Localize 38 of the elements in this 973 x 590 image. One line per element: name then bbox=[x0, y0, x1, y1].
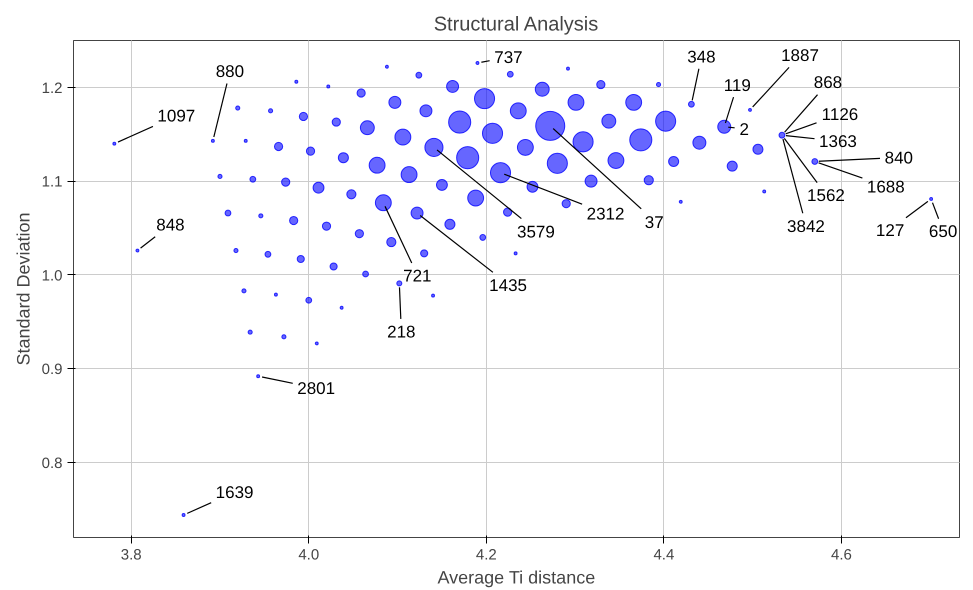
annotation: 127 bbox=[876, 220, 904, 240]
annotation: 1363 bbox=[819, 132, 857, 152]
annotation: 3579 bbox=[517, 222, 555, 242]
annotation: 848 bbox=[156, 216, 185, 235]
annotation: 1126 bbox=[822, 105, 858, 124]
annotation: 868 bbox=[814, 73, 842, 92]
annotation: 880 bbox=[216, 62, 244, 81]
annotation: 1639 bbox=[216, 482, 254, 502]
y-tick-label: 0.8 bbox=[42, 454, 63, 472]
annotation: 119 bbox=[724, 76, 751, 95]
annotation: 721 bbox=[403, 266, 432, 286]
x-axis-title: Average Ti distance bbox=[437, 568, 596, 588]
chart-title: Structural Analysis bbox=[434, 14, 598, 36]
x-tick-label: 4.2 bbox=[476, 546, 497, 564]
x-tick-label: 4.6 bbox=[831, 546, 852, 564]
annotation: 737 bbox=[494, 48, 523, 68]
annotation: 37 bbox=[644, 212, 664, 232]
annotation: 650 bbox=[928, 222, 958, 241]
x-tick-label: 3.8 bbox=[120, 546, 142, 564]
annotation: 1435 bbox=[489, 276, 527, 296]
annotation: 2 bbox=[740, 120, 749, 139]
annotation: 840 bbox=[884, 148, 913, 168]
annotation: 2801 bbox=[297, 379, 336, 398]
y-axis-title: Standard Deviation bbox=[14, 212, 34, 366]
y-tick-label: 0.9 bbox=[42, 361, 63, 378]
x-tick-label: 4.4 bbox=[653, 546, 674, 564]
y-tick-label: 1.1 bbox=[42, 174, 63, 191]
annotation: 1097 bbox=[157, 106, 196, 126]
y-tick-label: 1.2 bbox=[42, 80, 63, 97]
annotation: 2312 bbox=[586, 204, 624, 224]
annotation: 3842 bbox=[787, 217, 825, 236]
y-tick-label: 1.0 bbox=[42, 267, 63, 284]
annotation: 218 bbox=[387, 322, 416, 342]
annotation: 348 bbox=[687, 47, 716, 66]
annotation: 1562 bbox=[807, 186, 845, 206]
annotation: 1887 bbox=[781, 46, 819, 65]
annotation: 1688 bbox=[866, 177, 905, 196]
x-tick-label: 4.0 bbox=[298, 546, 320, 564]
